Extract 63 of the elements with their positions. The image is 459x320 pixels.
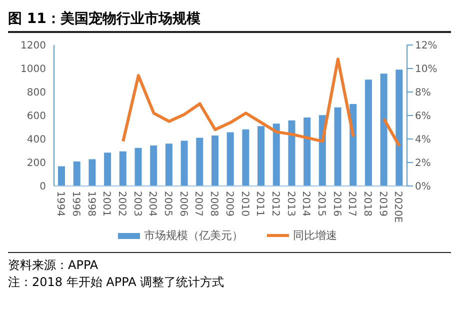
x-tick-label: 2017 (346, 191, 358, 216)
chart-title: 图 11：美国宠物行业市场规模 (8, 8, 451, 33)
x-tick-label: 1994 (54, 191, 66, 216)
x-tick-label: 2007 (192, 191, 204, 216)
bar (134, 148, 142, 186)
y-tick-label: 800 (26, 88, 46, 99)
x-tick-label: 2011 (254, 191, 266, 216)
x-tick-label: 1996 (70, 191, 81, 216)
bar (364, 80, 372, 186)
bar (180, 140, 188, 186)
bar (396, 70, 403, 186)
x-tick-label: 2012 (269, 191, 280, 216)
y2-tick-label: 6% (415, 111, 431, 122)
y2-tick-label: 12% (415, 40, 438, 52)
bar (104, 152, 112, 186)
y2-tick-label: 4% (415, 134, 431, 146)
x-tick-label: 2019 (376, 191, 388, 216)
x-tick-label: 2009 (223, 191, 234, 216)
bar (196, 138, 204, 186)
bar (165, 144, 172, 186)
bar (150, 145, 158, 186)
y-tick-label: 600 (26, 111, 46, 122)
bar (226, 132, 234, 186)
text: 注：2018 年开始 APPA 调整了统计方式 (8, 274, 226, 291)
x-tick-label: 2005 (162, 191, 174, 216)
bar (119, 151, 126, 186)
x-tick-label: 2016 (330, 191, 342, 216)
y-tick-label: 1000 (20, 64, 46, 76)
y-tick-label: 200 (26, 158, 46, 170)
bar (258, 126, 265, 186)
x-tick-label: 1998 (85, 191, 96, 216)
x-tick-label: 2001 (100, 191, 112, 216)
x-tick-label: 2015 (315, 191, 326, 216)
x-tick-label: 2003 (131, 191, 142, 216)
bar (304, 118, 311, 186)
legend-label: 同比增速 (292, 228, 337, 243)
x-tick-label: 2010 (238, 191, 250, 216)
legend-label: 市场规模（亿美元） (143, 228, 243, 243)
y-tick-label: 0 (40, 182, 46, 193)
bar (272, 124, 280, 186)
bar (380, 74, 388, 186)
y-tick-label: 400 (26, 134, 46, 146)
bar (58, 166, 65, 186)
y2-tick-label: 8% (415, 88, 431, 99)
x-tick-label: 2014 (300, 191, 312, 216)
x-tick-label: 2004 (146, 191, 158, 216)
y2-tick-label: 0% (415, 182, 431, 193)
x-tick-label: 2006 (177, 191, 188, 216)
x-tick-label: 2013 (284, 191, 296, 216)
x-tick-label: 2018 (362, 191, 373, 216)
bar (88, 159, 96, 186)
bar (334, 107, 342, 186)
x-tick-label: 2008 (208, 191, 220, 216)
x-tick-label: 2002 (116, 191, 127, 216)
x-tick-label: 2020E (392, 191, 404, 223)
text: 资料来源：APPA (8, 257, 100, 274)
bar (73, 161, 80, 186)
y-tick-label: 1200 (20, 40, 46, 52)
bar (242, 129, 250, 186)
y2-tick-label: 10% (415, 64, 438, 76)
bar (288, 120, 296, 186)
bar (211, 135, 218, 186)
y2-tick-label: 2% (415, 158, 431, 170)
